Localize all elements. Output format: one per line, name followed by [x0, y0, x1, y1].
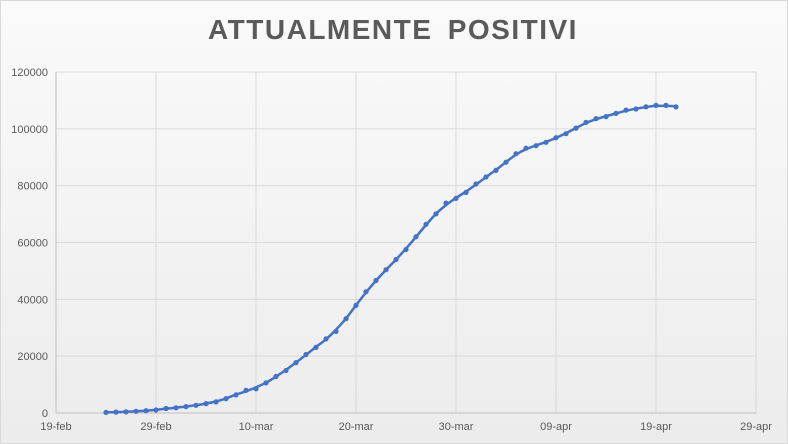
data-point	[343, 316, 349, 322]
data-point	[623, 107, 629, 113]
data-point	[103, 409, 109, 415]
data-point	[203, 401, 209, 407]
data-point	[183, 404, 189, 410]
data-point	[333, 328, 339, 334]
data-point	[563, 131, 569, 137]
data-point	[403, 246, 409, 253]
y-tick-label: 60000	[17, 238, 48, 250]
x-tick-label: 10-mar	[239, 421, 274, 433]
x-tick-label: 29-apr	[740, 421, 772, 433]
data-point	[523, 145, 529, 151]
data-point	[483, 174, 489, 180]
data-point	[433, 211, 439, 217]
data-point	[443, 200, 449, 206]
data-point	[473, 181, 479, 187]
data-point	[283, 367, 289, 374]
data-point	[123, 409, 129, 415]
data-point	[173, 405, 179, 411]
data-point	[243, 387, 249, 393]
data-point	[293, 360, 299, 366]
data-point	[583, 119, 589, 125]
data-point	[543, 139, 549, 145]
y-tick-label: 80000	[17, 181, 48, 193]
data-point	[113, 409, 119, 415]
data-point	[603, 114, 609, 120]
data-point	[313, 344, 319, 350]
x-tick-label: 30-mar	[439, 421, 474, 433]
data-point	[493, 167, 499, 173]
data-point	[373, 277, 379, 284]
data-point	[593, 116, 599, 122]
data-point	[353, 302, 359, 308]
data-point	[533, 143, 539, 149]
data-point	[423, 221, 429, 227]
data-point	[223, 396, 229, 402]
data-point	[213, 399, 219, 405]
x-tick-label: 19-feb	[40, 421, 71, 433]
data-point	[253, 386, 259, 392]
data-point	[163, 405, 169, 412]
y-tick-label: 0	[42, 408, 48, 420]
data-point	[453, 195, 459, 201]
data-point	[413, 234, 419, 240]
data-point	[323, 336, 329, 342]
data-point	[383, 267, 389, 273]
chart-title: ATTUALMENTE POSITIVI	[208, 14, 578, 45]
data-point	[133, 408, 139, 414]
x-tick-label: 29-feb	[140, 421, 171, 433]
y-tick-label: 120000	[11, 67, 48, 79]
data-point	[303, 351, 309, 358]
data-point	[573, 125, 579, 131]
data-point	[143, 408, 149, 414]
data-point	[663, 102, 669, 108]
data-point	[503, 159, 509, 165]
data-point	[463, 189, 469, 195]
y-tick-label: 100000	[11, 124, 48, 136]
x-tick-label: 19-apr	[640, 421, 672, 433]
data-point	[363, 289, 369, 295]
data-point	[653, 102, 659, 108]
series-trend-line	[104, 104, 678, 414]
data-point	[553, 135, 559, 141]
data-point	[513, 151, 519, 157]
x-tick-label: 20-mar	[339, 421, 374, 433]
y-tick-label: 20000	[17, 351, 48, 363]
data-point	[633, 106, 639, 112]
data-point	[233, 392, 239, 398]
data-point	[643, 104, 649, 110]
y-tick-label: 40000	[17, 294, 48, 306]
data-point	[613, 110, 619, 116]
x-tick-label: 09-apr	[540, 421, 572, 433]
data-point	[273, 373, 279, 380]
data-point	[263, 380, 269, 386]
data-point	[193, 402, 199, 408]
data-point	[153, 407, 159, 413]
data-point	[393, 256, 399, 263]
data-point	[673, 104, 679, 110]
